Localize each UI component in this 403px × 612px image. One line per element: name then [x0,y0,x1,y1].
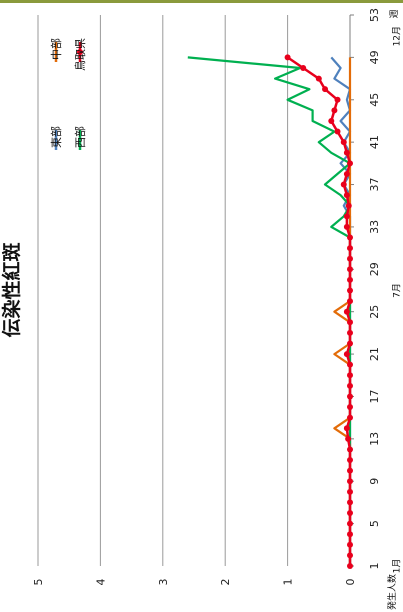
x-tick-label: 17 [368,389,381,403]
data-point [347,563,353,569]
month-label: 1月 [392,559,403,574]
data-point [347,467,353,474]
top-rule [0,0,403,3]
data-point [347,340,353,347]
chart-title: 伝染性紅斑 [0,242,23,337]
data-point [347,372,353,379]
x-tick-label: 29 [368,262,381,276]
x-tick-label: 53 [368,8,381,22]
data-point [347,393,353,400]
data-point [347,414,353,421]
x-tick-label: 49 [368,50,381,64]
data-point [347,255,353,262]
y-tick-label: 3 [157,579,170,586]
data-point [322,86,329,93]
legend-label: 西部 [73,126,87,148]
series-line-3 [286,56,352,566]
data-point [347,298,353,305]
data-point [347,276,353,283]
legend-label: 中部 [49,38,63,60]
data-point [347,510,353,517]
data-point [284,54,291,61]
y-tick-label: 0 [344,579,357,586]
data-point [347,478,353,485]
data-point [334,128,341,135]
data-point [347,446,353,453]
data-point [347,329,353,336]
y-tick-label: 4 [94,579,107,586]
data-point [315,75,322,82]
data-point [347,531,353,538]
x-axis-label: 週 [389,9,400,18]
data-point [347,457,353,464]
chart-text: 伝染性紅斑 発生人数 週 [0,9,400,610]
data-point [331,107,338,114]
y-tick-label: 1 [282,579,295,586]
data-point [347,234,353,241]
data-point [347,520,353,527]
x-tick-label: 5 [368,520,381,527]
data-point [347,361,353,368]
x-tick-label: 9 [368,478,381,485]
y-axis-label: 発生人数 [386,574,398,610]
data-point [343,351,350,358]
series-line-2 [187,56,352,566]
gridlines [37,15,289,566]
data-point [347,552,353,559]
month-label: 7月 [392,283,403,298]
data-point [343,223,350,230]
legend-label: 鳥取県 [73,38,87,71]
data-point [343,192,350,199]
x-tick-label: 1 [368,563,381,570]
x-tick-label: 13 [368,432,381,446]
data-point [343,149,350,156]
data-point [347,266,353,273]
x-tick-label: 33 [368,220,381,234]
data-point [340,139,347,146]
data-point [345,435,352,442]
x-tick-label: 41 [368,135,381,149]
data-point [347,160,353,167]
data-point [334,96,341,103]
data-point [347,499,353,506]
data-point [340,181,347,188]
legend-marker [77,49,83,55]
data-point [347,382,353,389]
data-point [347,287,353,294]
series-lines [187,54,353,569]
data-point [328,117,335,124]
x-tick-label: 45 [368,93,381,107]
data-point [347,245,353,252]
y-tick-label: 2 [219,579,232,586]
y-tick-label: 5 [32,579,45,586]
data-point [345,202,352,209]
x-tick-label: 25 [368,305,381,319]
data-point [343,170,350,177]
data-point [347,404,353,411]
legend-label: 東部 [49,126,63,148]
data-point [343,425,350,432]
month-label: 12月 [392,26,403,46]
x-tick-label: 21 [368,347,381,361]
x-tick-label: 37 [368,178,381,192]
data-point [347,488,353,495]
data-point [300,64,307,71]
data-point [347,541,353,548]
data-point [343,213,350,220]
data-point [347,319,353,326]
data-point [343,308,350,315]
